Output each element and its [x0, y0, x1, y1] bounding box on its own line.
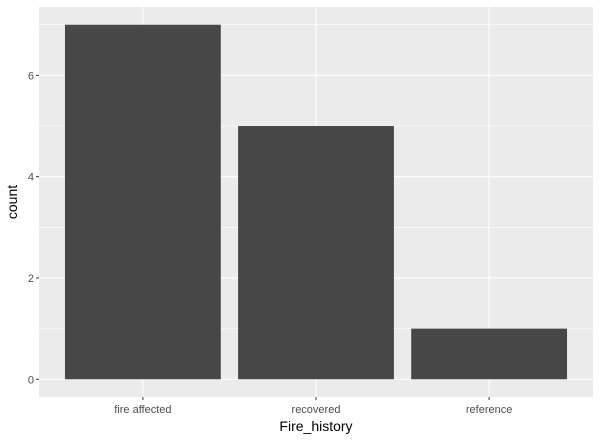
x-tick-label: fire affected — [114, 404, 171, 416]
y-axis-title: count — [4, 185, 20, 219]
bar-reference — [411, 328, 568, 380]
bar-recovered — [238, 126, 394, 380]
y-axis: 0 2 4 6 — [28, 70, 39, 386]
bar-fire-affected — [64, 24, 221, 380]
y-tick-label: 6 — [28, 70, 34, 82]
y-tick-label: 0 — [28, 374, 34, 386]
x-tick-label: recovered — [292, 404, 341, 416]
bars — [64, 24, 568, 380]
x-axis-title: Fire_history — [279, 418, 352, 434]
x-tick-label: reference — [466, 404, 512, 416]
y-tick-label: 2 — [28, 273, 34, 285]
y-tick-label: 4 — [28, 172, 34, 184]
x-axis: fire affected recovered reference — [114, 397, 512, 416]
